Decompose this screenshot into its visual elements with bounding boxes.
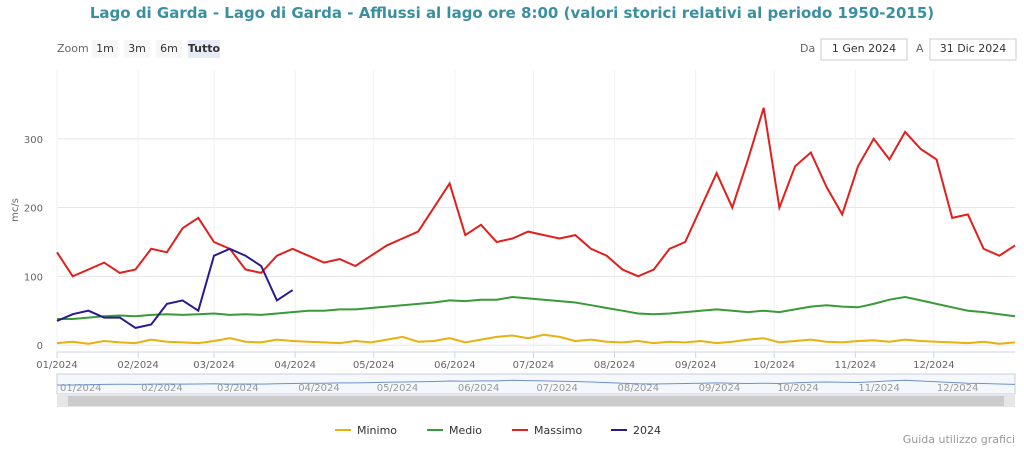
zoom-button[interactable]	[124, 40, 150, 58]
zoom-button[interactable]	[92, 40, 118, 58]
navigator-label: 06/2024	[458, 383, 500, 394]
y-axis-label: mc/s	[10, 198, 21, 222]
zoom-label: Zoom	[57, 42, 89, 55]
x-tick-label: 10/2024	[753, 360, 795, 371]
x-tick-label: 06/2024	[434, 360, 476, 371]
navigator-label: 03/2024	[217, 383, 259, 394]
x-tick-label: 04/2024	[274, 360, 316, 371]
navigator-label: 05/2024	[377, 383, 419, 394]
navigator-label: 04/2024	[298, 383, 340, 394]
navigator-line	[57, 379, 1016, 386]
to-input[interactable]	[929, 38, 1017, 61]
zoom-button-label[interactable]: 1m	[96, 42, 114, 55]
navigator-label: 02/2024	[141, 383, 183, 394]
x-tick-label: 08/2024	[594, 360, 636, 371]
y-tick-label: 100	[24, 272, 43, 283]
from-date[interactable]: 1 Gen 2024	[832, 42, 896, 55]
navigator-label: 08/2024	[618, 383, 660, 394]
x-tick-label: 03/2024	[193, 360, 235, 371]
zoom-button-label[interactable]: Tutto	[188, 42, 221, 55]
series-line	[56, 333, 1016, 345]
x-tick-label: 09/2024	[675, 360, 717, 371]
zoom-button[interactable]	[156, 40, 182, 58]
x-tick-label: 05/2024	[353, 360, 395, 371]
zoom-button-label[interactable]: 3m	[128, 42, 146, 55]
x-tick-label: 12/2024	[913, 360, 955, 371]
zoom-button-label[interactable]: 6m	[160, 42, 178, 55]
chart-title: Lago di Garda - Lago di Garda - Afflussi…	[90, 4, 934, 22]
zoom-button[interactable]	[188, 40, 220, 58]
x-tick-label: 01/2024	[36, 360, 78, 371]
navigator-label: 07/2024	[536, 383, 578, 394]
y-tick-label: 300	[24, 135, 43, 146]
legend-label[interactable]: Medio	[449, 424, 482, 437]
to-date[interactable]: 31 Dic 2024	[940, 42, 1007, 55]
navigator-label: 11/2024	[858, 383, 900, 394]
x-tick-label: 02/2024	[117, 360, 159, 371]
x-tick-label: 07/2024	[513, 360, 555, 371]
scrollbar-thumb[interactable]	[68, 396, 1004, 406]
from-label: Da	[800, 42, 815, 55]
series-line	[56, 247, 294, 329]
from-input[interactable]	[820, 38, 908, 61]
legend-label[interactable]: 2024	[633, 424, 661, 437]
series-line	[56, 107, 1016, 278]
x-tick-label: 11/2024	[835, 360, 877, 371]
navigator-label: 12/2024	[937, 383, 979, 394]
y-tick-label: 0	[37, 341, 43, 352]
y-tick-label: 200	[24, 204, 43, 215]
navigator-label: 01/2024	[60, 383, 102, 394]
navigator-label: 09/2024	[699, 383, 741, 394]
navigator-label: 10/2024	[777, 383, 819, 394]
help-link[interactable]: Guida utilizzo grafici	[903, 433, 1015, 446]
series-line	[57, 295, 1016, 320]
to-label: A	[916, 42, 924, 55]
legend-label[interactable]: Massimo	[534, 424, 582, 437]
legend-label[interactable]: Minimo	[357, 424, 397, 437]
